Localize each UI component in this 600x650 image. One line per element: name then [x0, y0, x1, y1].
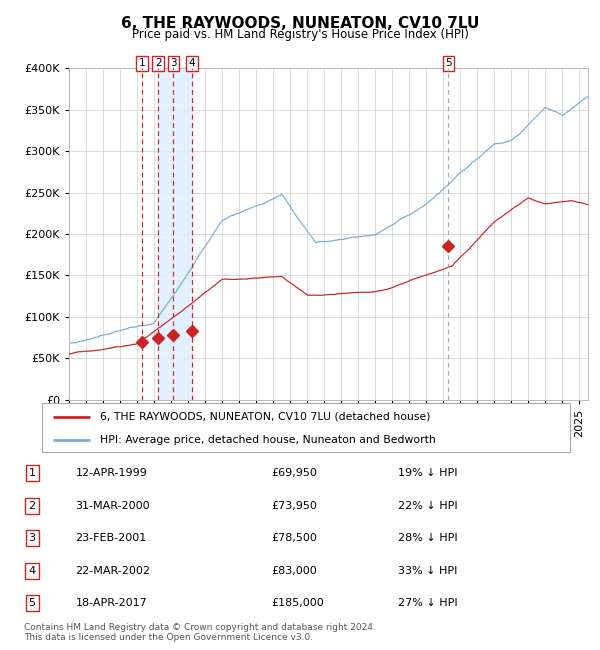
- Text: 1: 1: [29, 468, 35, 478]
- Text: 31-MAR-2000: 31-MAR-2000: [76, 500, 150, 511]
- Text: 5: 5: [29, 598, 35, 608]
- Text: 22% ↓ HPI: 22% ↓ HPI: [398, 500, 458, 511]
- Text: 22-MAR-2002: 22-MAR-2002: [76, 566, 151, 576]
- Text: 4: 4: [29, 566, 36, 576]
- Text: 33% ↓ HPI: 33% ↓ HPI: [398, 566, 457, 576]
- Text: 23-FEB-2001: 23-FEB-2001: [76, 533, 146, 543]
- Text: 27% ↓ HPI: 27% ↓ HPI: [398, 598, 458, 608]
- Text: 6, THE RAYWOODS, NUNEATON, CV10 7LU: 6, THE RAYWOODS, NUNEATON, CV10 7LU: [121, 16, 479, 31]
- Text: £185,000: £185,000: [271, 598, 324, 608]
- Text: 2: 2: [29, 500, 36, 511]
- Text: 5: 5: [445, 58, 452, 68]
- Text: £78,500: £78,500: [271, 533, 317, 543]
- Text: 19% ↓ HPI: 19% ↓ HPI: [398, 468, 457, 478]
- Text: 4: 4: [188, 58, 195, 68]
- Text: 2: 2: [155, 58, 161, 68]
- Text: Price paid vs. HM Land Registry's House Price Index (HPI): Price paid vs. HM Land Registry's House …: [131, 28, 469, 41]
- Text: 12-APR-1999: 12-APR-1999: [76, 468, 147, 478]
- FancyBboxPatch shape: [42, 403, 570, 452]
- Text: 18-APR-2017: 18-APR-2017: [76, 598, 147, 608]
- Text: £73,950: £73,950: [271, 500, 317, 511]
- Text: £69,950: £69,950: [271, 468, 317, 478]
- Text: 3: 3: [29, 533, 35, 543]
- Text: 3: 3: [170, 58, 177, 68]
- Bar: [158, 68, 192, 400]
- Text: Contains HM Land Registry data © Crown copyright and database right 2024.
This d: Contains HM Land Registry data © Crown c…: [24, 623, 376, 642]
- Text: HPI: Average price, detached house, Nuneaton and Bedworth: HPI: Average price, detached house, Nune…: [100, 435, 436, 445]
- Text: 28% ↓ HPI: 28% ↓ HPI: [398, 533, 458, 543]
- Text: £83,000: £83,000: [271, 566, 317, 576]
- Text: 6, THE RAYWOODS, NUNEATON, CV10 7LU (detached house): 6, THE RAYWOODS, NUNEATON, CV10 7LU (det…: [100, 411, 431, 422]
- Text: 1: 1: [139, 58, 145, 68]
